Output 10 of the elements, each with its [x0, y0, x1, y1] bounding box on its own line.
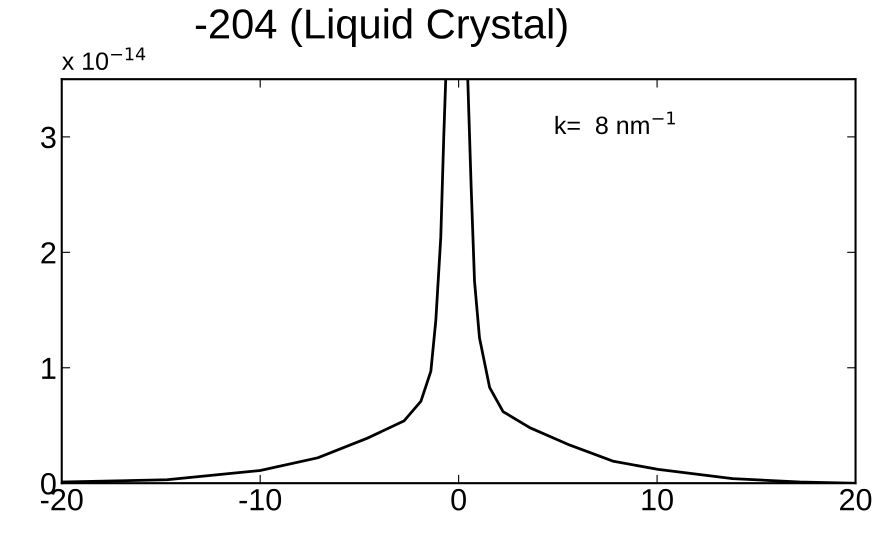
text: x 10$^{−14}$	[62, 47, 146, 70]
y-tick-label: 2	[41, 242, 56, 264]
chart-title: -204 (Liquid Crystal)	[196, 8, 567, 48]
x-tick-label: 20	[840, 488, 872, 511]
x-tick-label: 0	[451, 488, 466, 511]
y-tick-label: 1	[42, 358, 56, 379]
y-tick-label: 3	[41, 126, 56, 148]
x-tick-label: -10	[239, 488, 282, 511]
x-tick-label: 10	[642, 488, 673, 511]
annotation: k= 8 nm$^{−1}$	[556, 112, 675, 134]
